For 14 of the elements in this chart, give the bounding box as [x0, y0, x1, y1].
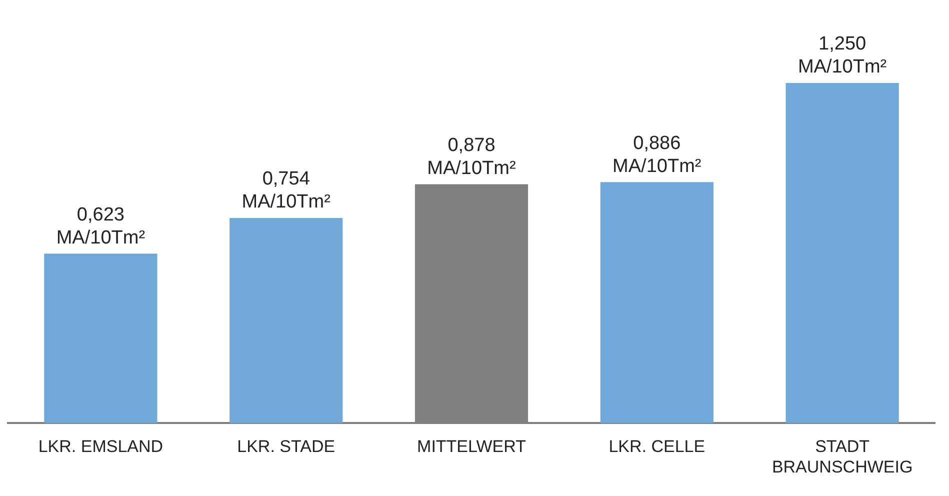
data-label: 0,878 MA/10Tm²: [427, 134, 516, 179]
x-tick-label: STADT BRAUNSCHWEIG: [772, 437, 913, 476]
data-label: 0,754 MA/10Tm²: [242, 168, 330, 213]
bar: [230, 218, 343, 424]
data-label: 0,886 MA/10Tm²: [612, 132, 702, 177]
x-tick-label: MITTELWERT: [417, 437, 526, 456]
x-tick-label: LKR. CELLE: [608, 437, 706, 456]
bar: [44, 254, 158, 424]
data-label: 0,623 MA/10Tm²: [56, 204, 146, 248]
x-tick-label: LKR. STADE: [237, 437, 336, 456]
data-label: 1,250 MA/10Tm²: [798, 34, 887, 78]
x-tick-label: LKR. EMSLAND: [38, 437, 164, 456]
bar: [600, 182, 714, 424]
bar: [786, 83, 899, 424]
